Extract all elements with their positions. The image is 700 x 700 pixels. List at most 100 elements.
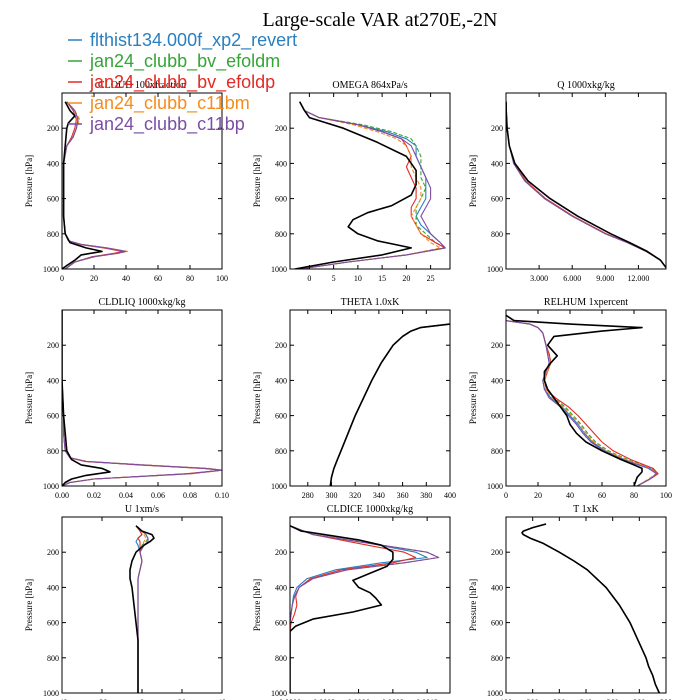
x-tick-label: 260 xyxy=(607,698,619,700)
y-tick-label: 800 xyxy=(491,230,503,239)
series-group xyxy=(129,525,155,693)
series-group xyxy=(521,523,661,693)
y-axis-label: Pressure [hPa] xyxy=(252,155,262,207)
x-tick-label: 80 xyxy=(186,274,194,283)
y-tick-label: 800 xyxy=(275,230,287,239)
x-tick-label: 0.08 xyxy=(183,491,197,500)
legend-label: jan24_clubb_bv_efoldp xyxy=(89,72,275,93)
legend: flthist134.000f_xp2_revert jan24_clubb_bv… xyxy=(68,30,297,135)
y-tick-label: 1000 xyxy=(43,689,59,698)
series-line-control xyxy=(294,101,417,269)
plot-frame xyxy=(505,309,667,487)
y-tick-label: 600 xyxy=(47,619,59,628)
x-tick-label: 340 xyxy=(373,491,385,500)
x-tick-label: 380 xyxy=(420,491,432,500)
series-line-control xyxy=(290,525,394,693)
y-axis-label: Pressure [hPa] xyxy=(468,155,478,207)
y-tick-label: 400 xyxy=(47,583,59,592)
y-tick-label: 600 xyxy=(491,412,503,421)
series-line-control xyxy=(506,314,643,486)
x-tick-label: 3.000 xyxy=(530,274,548,283)
x-tick-label: 180 xyxy=(500,698,512,700)
y-tick-label: 1000 xyxy=(43,482,59,491)
panel-1: 200 400 600 800 1000 0 5 10 15 20 25 OMEGA 864xPa/s… xyxy=(252,80,451,283)
series-group xyxy=(294,101,446,269)
series-line-1 xyxy=(290,525,428,693)
x-tick-label: 400 xyxy=(444,491,456,500)
x-tick-label: 0 xyxy=(140,698,144,700)
x-tick-label: 0.04 xyxy=(119,491,133,500)
series-group xyxy=(62,101,129,269)
x-tick-label: 0.06 xyxy=(151,491,165,500)
series-group xyxy=(506,101,666,269)
y-tick-label: 600 xyxy=(47,195,59,204)
series-line-5 xyxy=(506,320,657,486)
plot-frame xyxy=(289,309,451,487)
series-line-2 xyxy=(521,523,660,693)
series-line-4 xyxy=(521,523,660,693)
y-tick-label: 200 xyxy=(47,548,59,557)
x-tick-label: 100 xyxy=(216,274,228,283)
y-tick-label: 200 xyxy=(491,341,503,350)
x-tick-label: 9.000 xyxy=(596,274,614,283)
x-tick-label: 60 xyxy=(598,491,606,500)
figure-title: Large-scale VAR at270E,-2N xyxy=(263,9,498,31)
legend-item: flthist134.000f_xp2_revert xyxy=(68,30,297,51)
panel-8: 200 400 600 800 1000180 200 220 240 260 280 300 T 1… xyxy=(468,504,672,700)
x-tick-label: 0.00 xyxy=(55,491,69,500)
y-tick-label: 1000 xyxy=(487,482,503,491)
series-group xyxy=(290,525,440,693)
y-tick-label: 200 xyxy=(491,124,503,133)
plot-frame xyxy=(61,516,223,694)
plot-frame xyxy=(61,92,223,270)
x-tick-label: 240 xyxy=(580,698,592,700)
x-tick-label: 200 xyxy=(527,698,539,700)
y-tick-label: 800 xyxy=(275,654,287,663)
y-tick-label: 600 xyxy=(491,619,503,628)
series-line-3 xyxy=(521,523,660,693)
series-line-4 xyxy=(62,310,222,486)
series-group xyxy=(329,323,450,486)
x-tick-label: 80 xyxy=(630,491,638,500)
y-tick-label: 600 xyxy=(491,195,503,204)
series-line-3 xyxy=(290,525,417,693)
x-tick-label: 25 xyxy=(427,274,435,283)
y-axis-label: Pressure [hPa] xyxy=(252,579,262,631)
series-line-control xyxy=(62,101,103,269)
x-tick-label: 220 xyxy=(553,698,565,700)
panel-4: 200 400 600 800 1000 280 300 320 340 360 380 400 THE… xyxy=(252,297,456,500)
panel-title: T 1xK xyxy=(573,504,599,515)
y-tick-label: 1000 xyxy=(271,689,287,698)
y-tick-label: 200 xyxy=(275,548,287,557)
x-tick-label: -40 xyxy=(57,698,68,700)
y-tick-label: 1000 xyxy=(487,265,503,274)
x-tick-label: 0 xyxy=(60,274,64,283)
y-tick-label: 1000 xyxy=(43,265,59,274)
x-tick-label: 20 xyxy=(90,274,98,283)
series-line-1 xyxy=(521,523,660,693)
series-line-control xyxy=(129,525,155,693)
y-tick-label: 1000 xyxy=(271,265,287,274)
panel-title: U 1xm/s xyxy=(125,504,159,515)
y-tick-label: 400 xyxy=(275,159,287,168)
x-tick-label: 280 xyxy=(633,698,645,700)
x-tick-label: 5 xyxy=(332,274,336,283)
series-line-5 xyxy=(62,310,222,486)
series-line-3 xyxy=(62,310,222,486)
y-tick-label: 200 xyxy=(275,124,287,133)
panel-title: THETA 1.0xK xyxy=(341,297,400,308)
x-tick-label: 0.10 xyxy=(215,491,229,500)
y-tick-label: 600 xyxy=(47,412,59,421)
panel-title: CLOUD 100xfraction xyxy=(98,80,186,91)
legend-item: jan24_clubb_c11bm xyxy=(68,93,250,114)
x-tick-label: 20 xyxy=(178,698,186,700)
legend-item: jan24_clubb_c11bp xyxy=(68,114,245,135)
x-tick-label: 360 xyxy=(397,491,409,500)
y-tick-label: 200 xyxy=(491,548,503,557)
